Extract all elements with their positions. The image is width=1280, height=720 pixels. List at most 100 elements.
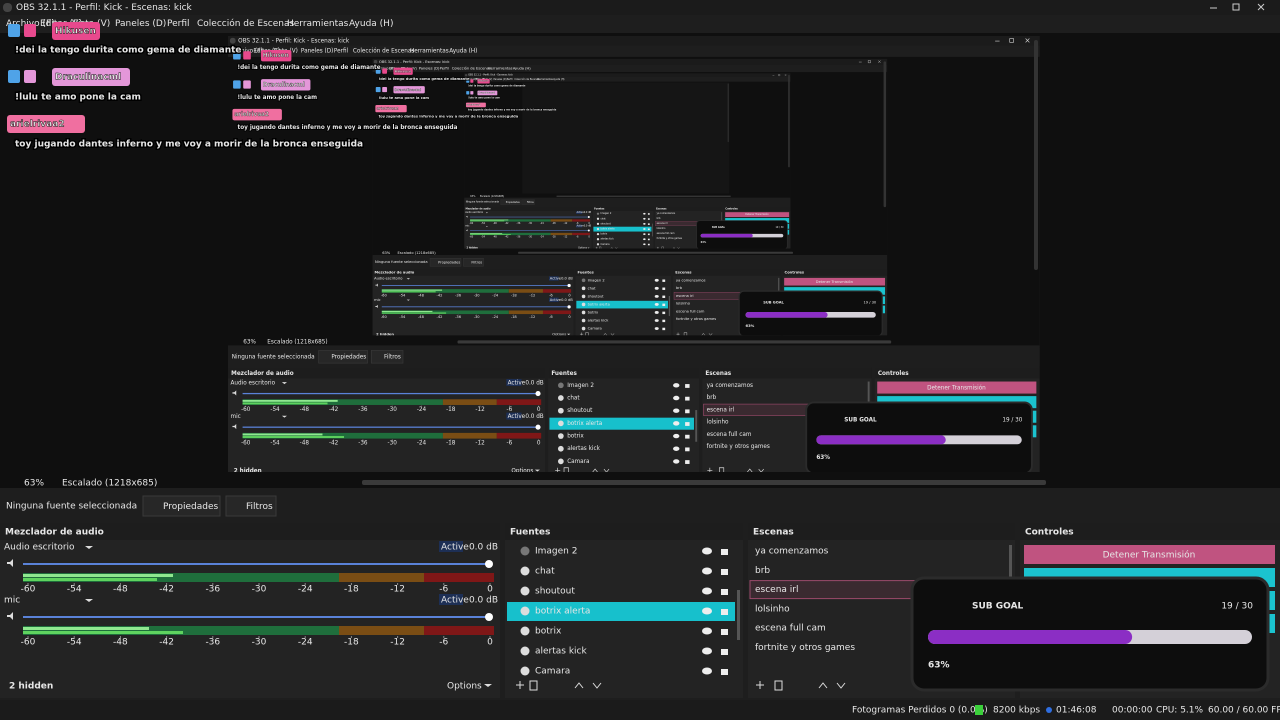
btn-properties-label[interactable]: Propiedades — [438, 260, 460, 264]
menu-item[interactable]: Paneles (D) — [494, 78, 507, 81]
toolbar-icon[interactable] — [603, 468, 610, 472]
source-name[interactable]: chat — [535, 567, 555, 577]
lock-icon[interactable] — [721, 629, 728, 635]
btn-stop[interactable] — [784, 277, 886, 286]
options-button[interactable]: Options — [511, 468, 533, 474]
toolbar-icon[interactable] — [683, 332, 688, 337]
visibility-icon[interactable] — [654, 319, 659, 322]
toolbar-icon[interactable] — [516, 681, 524, 689]
dropdown[interactable] — [485, 225, 488, 227]
source-name[interactable]: botrix — [535, 627, 562, 637]
visibility-icon[interactable] — [654, 294, 659, 298]
visibility-icon[interactable] — [643, 212, 646, 215]
dropdown[interactable] — [281, 382, 287, 385]
window-button[interactable] — [1009, 38, 1014, 43]
visibility-icon[interactable] — [654, 303, 659, 306]
speaker-icon[interactable] — [7, 612, 13, 620]
menu-item[interactable]: Perfil — [440, 66, 449, 70]
source-name[interactable]: Camara — [601, 243, 611, 246]
source-name[interactable]: Camara — [567, 459, 589, 465]
menu-item[interactable]: Perfil — [507, 78, 513, 81]
visibility-icon[interactable] — [702, 627, 712, 635]
visibility-icon[interactable] — [673, 446, 680, 451]
toolbar-icon[interactable] — [555, 467, 561, 473]
dropdown[interactable] — [281, 415, 287, 418]
lock-icon[interactable] — [662, 303, 666, 307]
btn-properties[interactable] — [142, 495, 221, 517]
lock-icon[interactable] — [662, 311, 666, 315]
btn-filters-label[interactable]: Filtros — [527, 201, 535, 204]
window-button[interactable] — [878, 60, 881, 63]
toolbar-icon[interactable] — [656, 246, 659, 249]
speaker-icon[interactable] — [465, 229, 468, 232]
visibility-icon[interactable] — [643, 243, 646, 246]
btn-stop[interactable] — [1024, 545, 1275, 564]
slider-knob[interactable] — [587, 216, 590, 219]
scene-name[interactable]: brb — [707, 395, 717, 401]
source-name[interactable]: shoutout — [567, 408, 593, 414]
speaker-icon[interactable] — [232, 424, 237, 430]
menu-item[interactable]: Herramientas — [410, 48, 449, 54]
source-name[interactable]: botrix — [588, 310, 599, 314]
speaker-icon[interactable] — [7, 559, 13, 567]
lock-icon[interactable] — [721, 589, 728, 595]
lock-icon[interactable] — [647, 243, 650, 246]
dropdown[interactable] — [567, 333, 571, 335]
lock-icon[interactable] — [685, 460, 690, 464]
btn-filters[interactable] — [370, 350, 404, 364]
scene-name[interactable]: escena full cam — [657, 232, 676, 235]
source-name[interactable]: botrix alerta — [601, 228, 616, 231]
source-name[interactable]: Camara — [535, 667, 570, 677]
scene-name[interactable]: brb — [676, 286, 683, 290]
menu-item[interactable]: Ayuda (H) — [553, 78, 564, 81]
visibility-icon[interactable] — [702, 567, 712, 575]
toolbar-icon[interactable] — [592, 468, 598, 472]
toolbar-icon[interactable] — [610, 333, 615, 336]
lock-icon[interactable] — [662, 279, 666, 282]
btn-stop-label[interactable]: Detener Transmisión — [745, 213, 769, 216]
menu-item[interactable]: Paneles (D) — [115, 19, 166, 29]
visibility-icon[interactable] — [654, 278, 659, 282]
source-name[interactable]: shoutout — [601, 222, 611, 225]
menu-item[interactable]: Colección de Escenas — [452, 66, 491, 70]
window-button[interactable] — [778, 74, 781, 76]
btn-stop[interactable] — [725, 212, 790, 218]
slider-knob[interactable] — [535, 424, 541, 430]
dropdown[interactable] — [587, 247, 590, 249]
menu-item[interactable]: Paneles (D) — [419, 66, 440, 70]
toolbar-icon[interactable] — [610, 247, 613, 249]
visibility-icon[interactable] — [673, 395, 680, 401]
lock-icon[interactable] — [647, 228, 650, 231]
toolbar-icon[interactable] — [708, 333, 713, 336]
scene-name[interactable]: escena full cam — [707, 432, 752, 438]
scene-name[interactable]: escena irl — [707, 407, 735, 413]
btn-filters[interactable] — [463, 257, 484, 267]
visibility-icon[interactable] — [702, 667, 712, 675]
btn-filters[interactable] — [521, 199, 535, 205]
slider-knob[interactable] — [587, 229, 590, 232]
visibility-icon[interactable] — [673, 421, 680, 426]
source-name[interactable]: Imagen 2 — [601, 212, 612, 215]
menu-item[interactable]: Archivo (F) — [375, 66, 395, 70]
btn-properties[interactable] — [318, 350, 368, 364]
btn-stop-label[interactable]: Detener Transmisión — [816, 280, 853, 284]
lock-icon[interactable] — [721, 669, 728, 675]
toolbar-icon[interactable] — [599, 246, 602, 249]
btn-filters-label[interactable]: Filtros — [471, 260, 482, 264]
menu-item[interactable]: Colección de Escenas — [353, 47, 414, 54]
lock-icon[interactable] — [647, 238, 650, 241]
lock-icon[interactable] — [662, 287, 666, 290]
options-button[interactable]: Options — [447, 682, 482, 692]
source-name[interactable]: chat — [567, 396, 580, 402]
dropdown[interactable] — [406, 299, 410, 301]
lock-icon[interactable] — [647, 233, 650, 236]
toolbar-icon[interactable] — [756, 681, 764, 689]
scene-name[interactable]: escena irl — [657, 222, 668, 225]
lock-icon[interactable] — [685, 384, 690, 388]
toolbar-icon[interactable] — [563, 467, 569, 474]
menu-item[interactable]: Colección de Escenas — [197, 18, 294, 29]
toolbar-icon[interactable] — [836, 682, 846, 689]
source-name[interactable]: alertas kick — [535, 647, 588, 657]
scene-name[interactable]: escena full cam — [676, 309, 705, 313]
menu-item[interactable]: Archivo (F) — [466, 78, 478, 81]
